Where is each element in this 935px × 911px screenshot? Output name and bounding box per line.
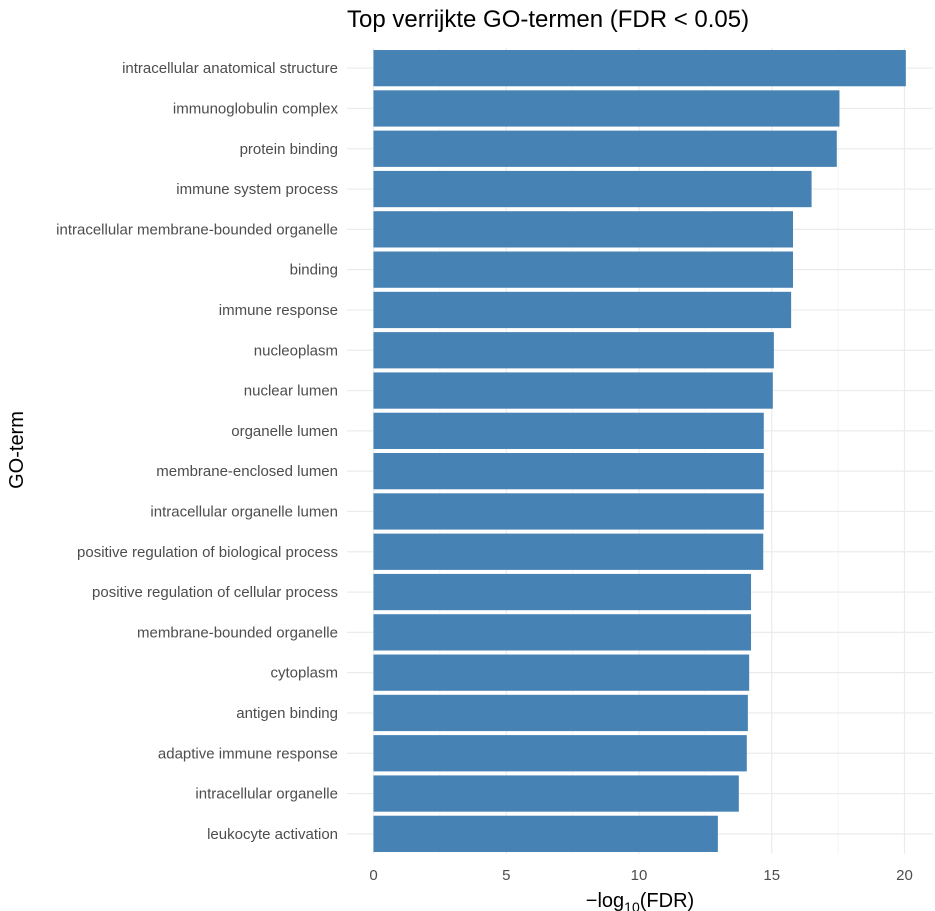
x-tick-label: 0 xyxy=(369,867,377,884)
bar xyxy=(373,412,764,449)
y-tick-label: membrane-bounded organelle xyxy=(137,624,338,641)
y-tick-label: immune system process xyxy=(176,181,338,198)
bar xyxy=(373,332,774,369)
bar xyxy=(373,694,748,732)
x-axis-title: −log10(FDR) xyxy=(586,890,694,911)
chart-title: Top verrijkte GO-termen (FDR < 0.05) xyxy=(347,6,749,33)
y-tick-label: leukocyte activation xyxy=(207,826,338,843)
bar xyxy=(373,493,764,530)
y-tick-label: intracellular organelle xyxy=(195,786,338,803)
x-tick-labels: 0 5 10 15 20 xyxy=(369,867,913,884)
bar xyxy=(373,815,718,852)
y-tick-label: cytoplasm xyxy=(270,665,338,682)
y-tick-label: intracellular anatomical structure xyxy=(122,60,338,77)
y-tick-labels: intracellular anatomical structure immuno… xyxy=(56,60,338,843)
bars xyxy=(373,50,906,852)
y-tick-label: positive regulation of cellular process xyxy=(92,584,338,601)
y-tick-label: adaptive immune response xyxy=(158,745,338,762)
bar xyxy=(373,170,812,208)
x-tick-label: 20 xyxy=(896,867,913,884)
bar xyxy=(373,211,793,248)
x-tick-label: 10 xyxy=(631,867,648,884)
bar xyxy=(373,573,752,611)
bar xyxy=(373,614,752,651)
y-tick-label: organelle lumen xyxy=(231,423,338,440)
bar xyxy=(373,90,840,127)
bar xyxy=(373,130,837,167)
bar xyxy=(373,50,906,87)
y-axis-title: GO-term xyxy=(6,411,28,489)
bar xyxy=(373,251,793,288)
x-tick-label: 5 xyxy=(502,867,510,884)
y-tick-label: immune response xyxy=(219,302,338,319)
y-tick-label: intracellular membrane-bounded organelle xyxy=(56,221,338,238)
bar xyxy=(373,291,792,329)
bar xyxy=(373,533,764,570)
bar xyxy=(373,372,773,409)
y-tick-label: nuclear lumen xyxy=(244,383,338,400)
bar xyxy=(373,453,764,490)
y-tick-label: positive regulation of biological proces… xyxy=(77,544,338,561)
y-tick-label: protein binding xyxy=(240,141,338,158)
x-tick-label: 15 xyxy=(763,867,780,884)
y-tick-label: membrane-enclosed lumen xyxy=(156,463,338,480)
y-tick-label: immunoglobulin complex xyxy=(173,100,339,117)
bar xyxy=(373,654,750,691)
y-tick-label: binding xyxy=(290,262,338,279)
y-tick-label: intracellular organelle lumen xyxy=(150,503,338,520)
bar xyxy=(373,735,747,772)
grid xyxy=(347,48,933,854)
y-tick-label: antigen binding xyxy=(236,705,338,722)
y-tick-label: nucleoplasm xyxy=(254,342,338,359)
bar xyxy=(373,775,739,812)
